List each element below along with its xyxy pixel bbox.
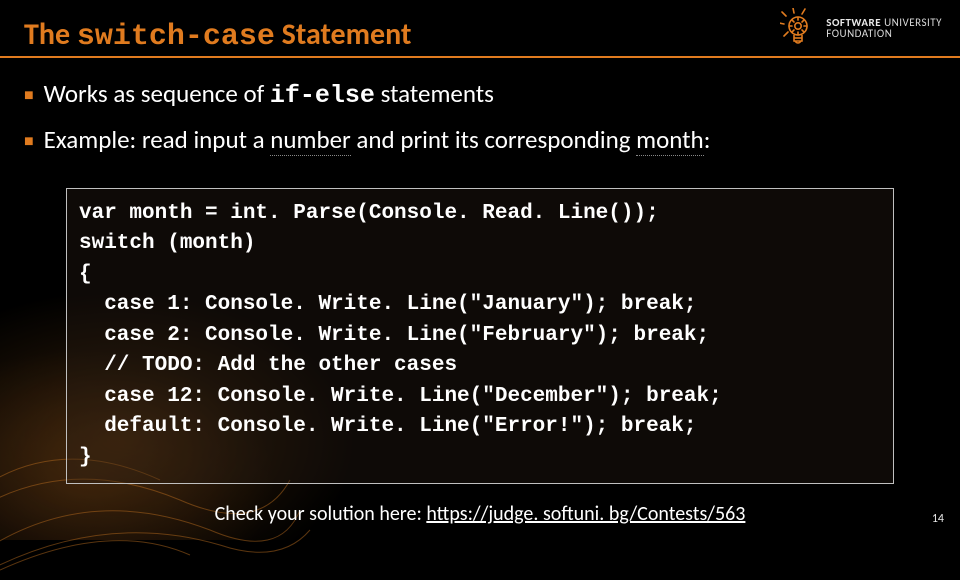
logo-line2: FOUNDATION [826,28,942,39]
footer-text: Check your solution here: [215,502,427,526]
bullet-marker-icon: ■ [24,86,34,105]
bullet-text: Works as sequence of [44,78,270,109]
bullet-mono: if-else [270,81,375,110]
code-line: } [79,446,92,469]
bullet-text: and print its corresponding [351,124,636,155]
bullet-text: : [704,124,711,155]
page-number: 14 [932,512,944,526]
lightbulb-gear-icon [780,8,820,48]
code-line: // TODO: Add the other cases [79,354,457,377]
bullet-item: ■ Example: read input a number and print… [24,124,936,155]
code-line: var month = int. Parse(Console. Read. Li… [79,202,659,225]
code-line: case 2: Console. Write. Line("February")… [79,324,709,347]
code-line: { [79,263,92,286]
logo: SOFTWARE UNIVERSITY FOUNDATION [780,8,942,48]
bullet-item: ■ Works as sequence of if-else statement… [24,78,936,110]
bullet-underdot: number [270,124,351,156]
title-prefix: The [24,16,77,53]
logo-text: SOFTWARE UNIVERSITY FOUNDATION [826,17,942,39]
code-line: default: Console. Write. Line("Error!");… [79,415,697,438]
code-line: case 1: Console. Write. Line("January");… [79,293,697,316]
title-suffix: Statement [275,16,411,53]
bullet-marker-icon: ■ [24,132,34,151]
slide-title: The switch-case Statement [24,16,411,54]
bullet-list: ■ Works as sequence of if-else statement… [24,78,936,169]
title-underline [0,56,960,58]
bullet-underdot: month [636,124,704,156]
code-line: case 12: Console. Write. Line("December"… [79,385,722,408]
footer: Check your solution here: https://judge.… [0,502,960,526]
code-line: switch (month) [79,232,255,255]
code-block: var month = int. Parse(Console. Read. Li… [66,188,894,484]
title-mono: switch-case [77,20,275,54]
bullet-text: Example: read input a [44,124,271,155]
footer-link[interactable]: https://judge. softuni. bg/Contests/563 [426,502,745,526]
bullet-text: statements [375,78,494,109]
